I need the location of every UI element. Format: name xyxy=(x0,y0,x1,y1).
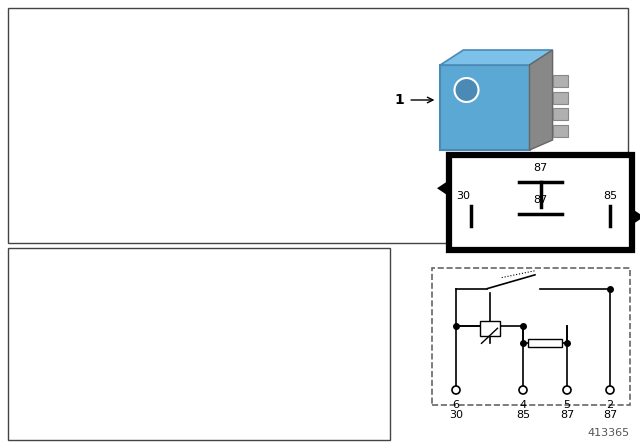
Polygon shape xyxy=(440,65,529,150)
Bar xyxy=(552,108,568,120)
Text: 87: 87 xyxy=(603,410,617,420)
Bar xyxy=(449,155,632,250)
Polygon shape xyxy=(529,50,552,150)
Text: 87: 87 xyxy=(533,163,548,172)
Text: 4: 4 xyxy=(520,400,527,410)
Bar xyxy=(552,92,568,104)
Text: 2: 2 xyxy=(607,400,614,410)
Text: 87: 87 xyxy=(560,410,574,420)
Polygon shape xyxy=(437,180,449,196)
Polygon shape xyxy=(632,209,640,225)
Circle shape xyxy=(452,386,460,394)
Bar xyxy=(528,339,562,347)
Text: 6: 6 xyxy=(452,400,460,410)
Text: 85: 85 xyxy=(516,410,530,420)
Text: 30: 30 xyxy=(456,191,470,201)
Text: 87: 87 xyxy=(533,195,548,205)
Bar xyxy=(8,8,628,243)
Bar xyxy=(552,125,568,137)
Text: 5: 5 xyxy=(563,400,570,410)
Text: 30: 30 xyxy=(449,410,463,420)
Bar xyxy=(432,268,630,405)
Bar xyxy=(479,321,499,336)
Polygon shape xyxy=(440,50,552,65)
Circle shape xyxy=(519,386,527,394)
Circle shape xyxy=(563,386,571,394)
Text: 1: 1 xyxy=(394,93,404,107)
Bar xyxy=(552,75,568,87)
Text: 413365: 413365 xyxy=(588,428,630,438)
Bar xyxy=(8,248,390,440)
Circle shape xyxy=(606,386,614,394)
Text: 85: 85 xyxy=(604,191,618,201)
Circle shape xyxy=(454,78,479,102)
